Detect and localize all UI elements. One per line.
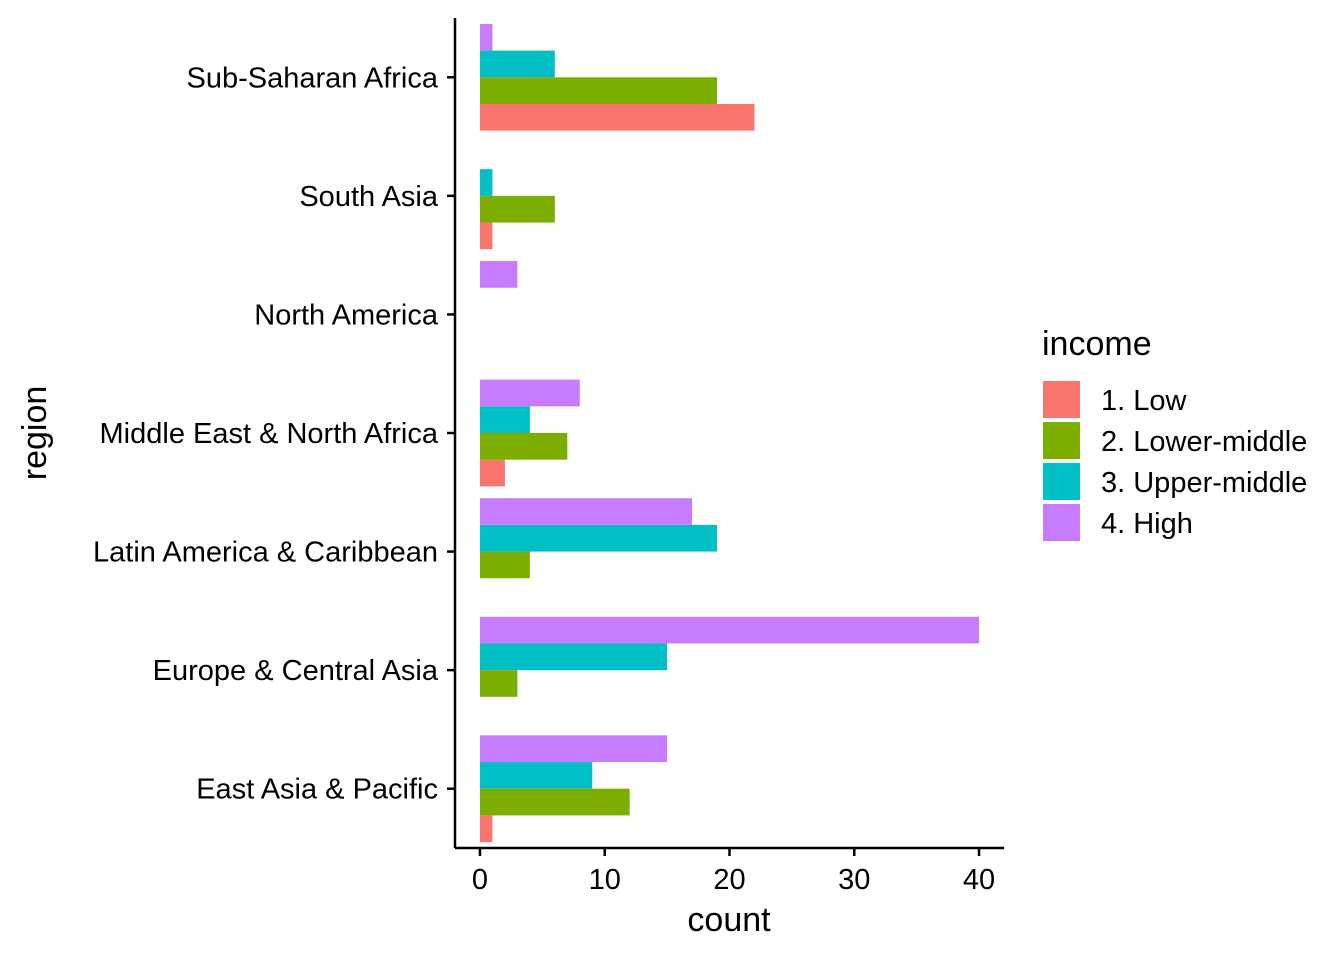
legend-label: 4. High [1101, 508, 1193, 540]
bars-group [479, 23, 980, 843]
legend-label: 1. Low [1101, 385, 1187, 417]
bar [479, 643, 668, 671]
y-axis-title: region [16, 386, 54, 481]
y-tick-label: Middle East & North Africa [100, 418, 439, 450]
y-tick-label: Latin America & Caribbean [93, 537, 438, 569]
bar [479, 551, 530, 579]
x-tick-label: 0 [472, 864, 488, 896]
y-axis: East Asia & Pacific Europe & Central Asia… [93, 18, 457, 848]
legend-label: 3. Upper-middle [1101, 467, 1307, 499]
bar [479, 524, 718, 552]
bar [479, 195, 555, 223]
y-tick-label: South Asia [299, 181, 439, 213]
x-tick-label: 20 [713, 864, 745, 896]
y-tick-label: Europe & Central Asia [153, 655, 439, 687]
bar [479, 261, 518, 288]
bar [479, 77, 718, 104]
bar [479, 406, 530, 433]
bar [479, 616, 980, 644]
x-tick-label: 10 [589, 864, 621, 896]
bar [479, 735, 668, 763]
bar [479, 815, 493, 843]
bar [479, 788, 630, 816]
bar [479, 762, 593, 789]
legend-label: 2. Lower-middle [1101, 426, 1307, 458]
bar [479, 103, 755, 131]
y-tick-label: East Asia & Pacific [196, 774, 438, 806]
bar [479, 498, 693, 525]
bar [479, 379, 580, 407]
bar [479, 169, 493, 196]
x-axis-title: count [687, 901, 771, 939]
legend-key [1043, 463, 1080, 500]
legend-title: income [1042, 325, 1152, 363]
x-axis: 0 10 20 30 40 [455, 846, 1004, 896]
bar [479, 222, 493, 250]
bar [479, 670, 518, 697]
y-tick-label: Sub-Saharan Africa [187, 62, 439, 94]
bar [479, 459, 505, 487]
legend-key [1043, 422, 1080, 459]
bar [479, 433, 568, 460]
x-tick-label: 30 [838, 864, 870, 896]
legend-key [1043, 504, 1080, 541]
legend: income 1. Low 2. Lower-middle 3. Upper-mid… [1042, 325, 1307, 541]
y-tick-label: North America [254, 299, 439, 331]
bar [479, 50, 555, 78]
bar [479, 23, 493, 51]
legend-key [1043, 381, 1080, 418]
x-tick-label: 40 [963, 864, 995, 896]
